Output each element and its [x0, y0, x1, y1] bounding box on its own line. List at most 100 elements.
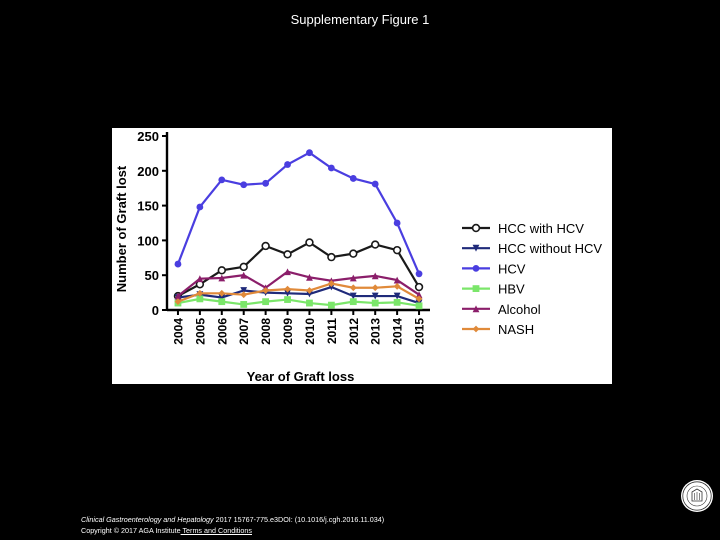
data-point-hcc-without-hcv	[371, 292, 379, 300]
data-point-hbv	[306, 299, 313, 307]
data-point-alcohol	[349, 274, 357, 282]
data-point-hcc-with-hcv	[305, 238, 314, 247]
data-point-alcohol	[393, 276, 401, 284]
data-point-nash	[327, 280, 335, 287]
data-point-hcc-without-hcv	[349, 292, 357, 300]
data-point-hcv	[284, 161, 291, 168]
y-axis-label: Number of Graft lost	[114, 165, 129, 292]
data-point-nash	[393, 282, 401, 290]
citation-text: 2017 15767-775.e3DOI: (10.1016/j.cgh.201…	[213, 515, 385, 524]
x-tick-label: 2004	[171, 318, 185, 345]
data-point-hbv	[327, 301, 335, 309]
data-point-hcc-with-hcv	[217, 266, 226, 275]
data-point-hbv	[262, 298, 270, 306]
copyright-text: Copyright © 2017 AGA Institute	[81, 526, 181, 535]
data-point-hcv	[240, 181, 248, 189]
data-point-hcv	[371, 180, 379, 188]
data-point-hbv	[371, 299, 379, 307]
legend-label: Alcohol	[498, 302, 541, 317]
data-point-nash	[371, 284, 379, 292]
x-tick-label: 2014	[391, 318, 405, 345]
legend-label: HCC without HCV	[498, 241, 602, 256]
chart-legend: HCC with HCV HCC without HCV HCV HBV Alcohol…	[462, 221, 602, 337]
data-point-alcohol	[306, 273, 313, 281]
legend-item-hbv: HBV	[462, 282, 525, 297]
data-point-hbv	[284, 296, 291, 303]
y-tick-label: 200	[137, 164, 159, 179]
x-axis-label: Year of Graft loss	[247, 369, 355, 384]
legend-item-hcv: HCV	[462, 261, 526, 276]
legend-item-alcohol: Alcohol	[462, 302, 541, 317]
series-alcohol	[174, 268, 423, 300]
legend-label: NASH	[498, 322, 534, 337]
series-nash	[174, 280, 423, 306]
university-seal-icon	[680, 479, 714, 513]
data-point-hcc-with-hcv	[327, 252, 336, 262]
data-point-hcc-without-hcv	[393, 292, 401, 300]
data-point-nash	[196, 289, 204, 297]
data-point-hcv	[393, 219, 401, 227]
x-tick-label: 2011	[325, 318, 339, 344]
data-point-hcv	[415, 270, 423, 278]
slide-title: Supplementary Figure 1	[290, 12, 430, 27]
data-point-hbv	[415, 302, 423, 310]
data-point-hcc-with-hcv	[261, 241, 270, 251]
series-hcc-without-hcv	[174, 283, 423, 307]
data-point-hcc-with-hcv	[392, 245, 402, 255]
data-point-hcc-with-hcv	[239, 262, 248, 272]
y-tick-label: 100	[137, 233, 159, 248]
legend-marker	[471, 223, 481, 233]
data-point-nash	[174, 298, 182, 306]
data-point-hbv	[393, 298, 401, 306]
data-point-hcc-with-hcv	[414, 282, 424, 292]
data-point-alcohol	[371, 272, 379, 280]
series-hcv	[174, 149, 423, 278]
line-chart: 0 50 100 150 200 250 2004 2005 2006 2007 2008 2009 2…	[114, 129, 602, 384]
legend-marker	[472, 265, 480, 272]
x-tick-label: 2013	[369, 318, 383, 345]
chart-axes: 0 50 100 150 200 250 2004 2005 2006 2007 2008 2009 2…	[137, 129, 430, 345]
data-point-hcv	[306, 149, 313, 157]
data-point-alcohol	[218, 274, 226, 282]
data-point-hcv	[349, 175, 357, 182]
legend-marker	[472, 285, 480, 292]
data-point-hcv	[174, 260, 182, 268]
legend-item-hcc-with-hcv: HCC with HCV	[462, 221, 584, 236]
series-line-hbv	[177, 297, 420, 307]
series-line-nash	[177, 282, 420, 303]
data-point-hbv	[218, 298, 226, 306]
data-point-nash	[262, 287, 270, 294]
y-tick-label: 250	[137, 129, 159, 144]
citation-line: Clinical Gastroenterology and Hepatology…	[81, 514, 384, 525]
data-point-hcc-without-hcv	[218, 294, 226, 301]
series-line-alcohol	[177, 270, 420, 297]
data-point-hcc-with-hcv	[283, 250, 292, 259]
x-tick-label: 2007	[237, 318, 251, 345]
data-point-nash	[415, 295, 423, 303]
data-point-hcc-with-hcv	[349, 249, 358, 258]
series-line-hcc-without-hcv	[177, 285, 420, 305]
data-point-alcohol	[284, 268, 291, 276]
terms-link[interactable]: Terms and Conditions	[180, 526, 252, 535]
data-point-hbv	[196, 295, 204, 303]
x-tick-label: 2015	[413, 318, 427, 345]
data-point-hbv	[349, 298, 357, 306]
legend-label: HBV	[498, 282, 525, 297]
x-tick-label: 2009	[281, 318, 295, 345]
data-point-nash	[240, 291, 248, 299]
chart-series	[173, 149, 424, 310]
journal-name: Clinical Gastroenterology and Hepatology	[81, 515, 214, 524]
legend-item-hcc-without-hcv: HCC without HCV	[462, 241, 602, 256]
data-point-hcc-without-hcv	[284, 289, 291, 297]
x-tick-label: 2010	[303, 318, 317, 345]
data-point-nash	[284, 285, 291, 293]
citation-footer: Clinical Gastroenterology and Hepatology…	[81, 514, 384, 536]
data-point-hcc-without-hcv	[240, 287, 248, 294]
data-point-hcv	[262, 179, 270, 187]
data-point-hcc-with-hcv	[371, 240, 380, 249]
data-point-hcv	[196, 203, 204, 211]
data-point-alcohol	[174, 292, 182, 300]
x-tick-label: 2012	[347, 318, 361, 345]
series-hcc-with-hcv	[173, 238, 424, 301]
data-point-nash	[349, 284, 357, 292]
